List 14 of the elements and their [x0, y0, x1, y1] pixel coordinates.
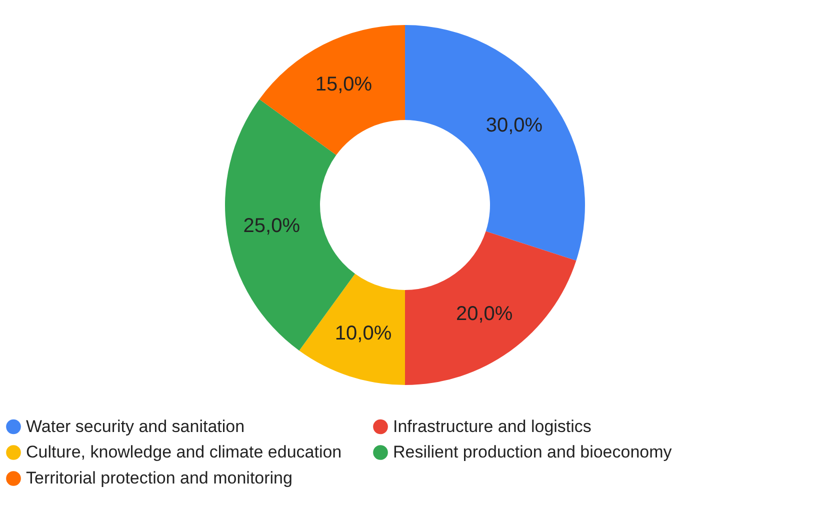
legend-label: Water security and sanitation — [26, 416, 245, 436]
donut-slice — [259, 25, 405, 156]
data-label: 10,0% — [334, 322, 392, 344]
donut-slice — [405, 25, 585, 261]
donut-slice — [299, 274, 405, 385]
legend-label: Resilient production and bioeconomy — [393, 442, 672, 462]
legend-label: Territorial protection and monitoring — [26, 468, 292, 488]
legend-label: Culture, knowledge and climate education — [26, 442, 342, 462]
legend-label: Infrastructure and logistics — [393, 416, 592, 436]
data-label: 20,0% — [456, 303, 513, 326]
data-label: 25,0% — [243, 215, 300, 238]
data-label: 30,0% — [486, 114, 543, 137]
donut-slice — [405, 231, 576, 385]
data-label: 15,0% — [315, 74, 372, 96]
